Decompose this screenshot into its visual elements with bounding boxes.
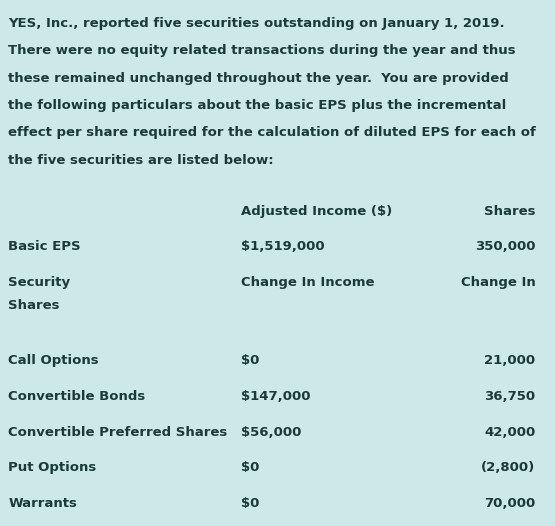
Text: $147,000: $147,000 (241, 390, 311, 403)
Text: Convertible Bonds: Convertible Bonds (8, 390, 145, 403)
Text: effect per share required for the calculation of diluted EPS for each of: effect per share required for the calcul… (8, 126, 536, 139)
Text: Call Options: Call Options (8, 354, 99, 367)
Text: $0: $0 (241, 461, 260, 474)
Text: There were no equity related transactions during the year and thus: There were no equity related transaction… (8, 44, 516, 57)
Text: Shares: Shares (8, 299, 60, 311)
Text: YES, Inc., reported five securities outstanding on January 1, 2019.: YES, Inc., reported five securities outs… (8, 17, 505, 30)
Text: Change In Income: Change In Income (241, 276, 375, 289)
Text: $0: $0 (241, 497, 260, 510)
Text: Warrants: Warrants (8, 497, 77, 510)
Text: (2,800): (2,800) (481, 461, 536, 474)
Text: Adjusted Income ($): Adjusted Income ($) (241, 205, 393, 218)
Text: $1,519,000: $1,519,000 (241, 240, 325, 254)
Text: Basic EPS: Basic EPS (8, 240, 81, 254)
Text: the five securities are listed below:: the five securities are listed below: (8, 154, 274, 167)
Text: 21,000: 21,000 (485, 354, 536, 367)
Text: Put Options: Put Options (8, 461, 97, 474)
Text: Shares: Shares (484, 205, 536, 218)
Text: 350,000: 350,000 (475, 240, 536, 254)
Text: $0: $0 (241, 354, 260, 367)
Text: 70,000: 70,000 (485, 497, 536, 510)
Text: these remained unchanged throughout the year.  You are provided: these remained unchanged throughout the … (8, 72, 509, 85)
Text: 42,000: 42,000 (485, 426, 536, 439)
Text: $56,000: $56,000 (241, 426, 302, 439)
Text: Change In: Change In (461, 276, 536, 289)
Text: Convertible Preferred Shares: Convertible Preferred Shares (8, 426, 228, 439)
Text: Security: Security (8, 276, 70, 289)
Text: the following particulars about the basic EPS plus the incremental: the following particulars about the basi… (8, 99, 507, 112)
Text: 36,750: 36,750 (485, 390, 536, 403)
